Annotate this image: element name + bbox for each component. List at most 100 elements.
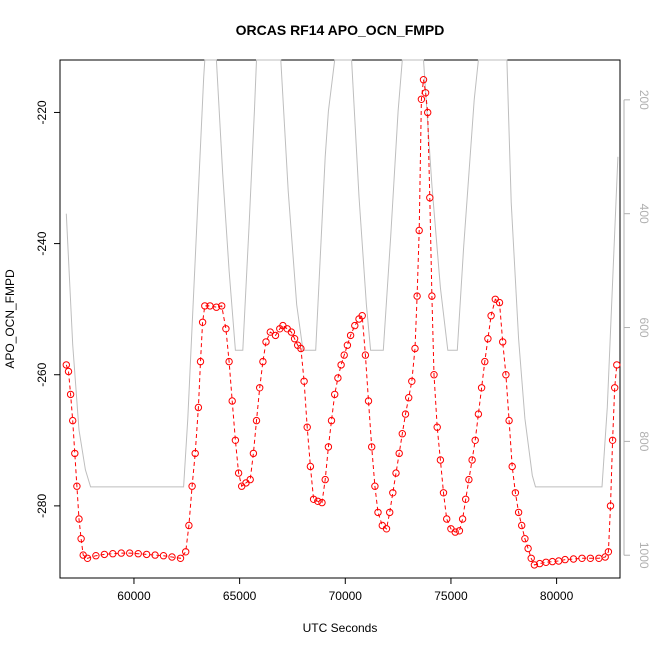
apo-data-point [606, 502, 615, 510]
apo-data-point [392, 469, 400, 477]
apo-data-point [71, 449, 79, 458]
apo-data-point [75, 515, 83, 523]
apo-data-point [225, 357, 233, 366]
apo-data-point [290, 335, 299, 343]
apo-data-point [411, 344, 419, 353]
chart-title: ORCAS RF14 APO_OCN_FMPD [236, 22, 445, 38]
apo-data-point [191, 449, 199, 458]
apo-data-point [611, 384, 619, 392]
apo-data-point [259, 357, 267, 366]
apo-data-point [502, 371, 510, 379]
apo-data-point [306, 462, 315, 471]
apo-data-point [252, 416, 261, 425]
apo-data-point [246, 475, 254, 484]
apo-data-point [337, 361, 345, 369]
plot-frame [59, 59, 621, 579]
apo-data-point [314, 497, 322, 505]
apo-data-point [309, 495, 318, 503]
apo-data-point [100, 550, 109, 559]
apo-data-point [386, 508, 394, 517]
apo-data-point [477, 384, 486, 392]
apo-data-point [382, 525, 391, 533]
apo-data-point [83, 554, 92, 562]
apo-data-point [499, 338, 507, 346]
apo-data-point [266, 328, 274, 336]
apo-data-point [405, 394, 413, 402]
apo-data-point [351, 321, 359, 330]
apo-data-point [524, 544, 532, 553]
apo-data-point [428, 292, 436, 300]
apo-data-point [287, 328, 296, 336]
apo-data-point [185, 521, 193, 530]
apo-data-point [364, 397, 373, 405]
x-tick-label: 60000 [117, 589, 151, 603]
apo-data-point [430, 371, 438, 379]
apo-data-point [415, 226, 423, 235]
apo-data-point [462, 495, 470, 503]
apo-data-point [371, 482, 379, 490]
apo-data-point [508, 462, 516, 471]
apo-data-point [334, 374, 342, 382]
apo-data-point [142, 550, 151, 559]
apo-data-point [455, 527, 464, 535]
y-tick-label: -260 [35, 362, 49, 386]
series-layer [62, 59, 621, 569]
apo-data-point [495, 298, 504, 307]
apo-series-line [65, 79, 618, 566]
apo-data-point [465, 475, 473, 484]
apo-data-point [505, 416, 513, 425]
apo-data-point [417, 95, 426, 104]
apo-data-point [77, 535, 85, 543]
apo-data-point [586, 554, 595, 562]
apo-data-point [340, 351, 348, 359]
apo-data-point [421, 89, 430, 97]
y-tick-label: -280 [35, 494, 49, 518]
apo-data-point [168, 553, 176, 561]
apo-data-point [256, 384, 264, 392]
apo-data-point [62, 361, 71, 369]
apo-data-point [151, 551, 159, 559]
apo-data-point [487, 312, 495, 320]
apo-data-point [578, 554, 586, 562]
apo-data-point [343, 341, 352, 349]
apo-data-point [303, 423, 311, 431]
apo-data-point [389, 489, 397, 497]
y2-tick-label: 1000 [637, 542, 650, 569]
y-axis: -220 -240 -260 -280 [35, 100, 60, 518]
apo-data-point [228, 397, 236, 405]
apo-data-point [262, 338, 270, 346]
apo-data-point [318, 498, 326, 507]
apo-data-point [439, 489, 448, 497]
pressure-series-line [65, 59, 619, 488]
apo-data-point [201, 302, 209, 310]
apo-data-point [134, 550, 142, 558]
apo-data-point [66, 390, 75, 399]
apo-data-point [613, 361, 621, 369]
apo-data-point [374, 508, 382, 517]
apo-data-point [433, 423, 441, 431]
x-tick-label: 70000 [329, 589, 363, 603]
apo-data-point [468, 456, 476, 464]
apo-data-point [196, 357, 205, 366]
apo-data-point [436, 456, 445, 464]
apo-data-point [481, 357, 489, 366]
apo-data-point [182, 548, 190, 556]
apo-data-point [395, 449, 403, 458]
apo-data-point [117, 549, 126, 557]
apo-data-point [451, 528, 459, 536]
apo-data-point [331, 390, 339, 399]
apo-data-point [514, 508, 523, 517]
apo-data-point [249, 449, 258, 458]
y2-axis-right: 200 400 600 800 1000 [623, 90, 650, 569]
apo-data-point [424, 108, 432, 117]
y2-tick-label: 800 [637, 431, 650, 451]
x-tick-label: 75000 [434, 589, 468, 603]
apo-data-point [511, 489, 520, 497]
apo-data-point [218, 302, 226, 310]
apo-data-point [64, 367, 73, 376]
apo-data-point [474, 410, 483, 418]
apo-data-point [297, 344, 305, 353]
apo-data-point [283, 325, 291, 333]
y-axis-label: APO_OCN_FMPD [3, 269, 17, 369]
apo-data-point [327, 416, 336, 425]
